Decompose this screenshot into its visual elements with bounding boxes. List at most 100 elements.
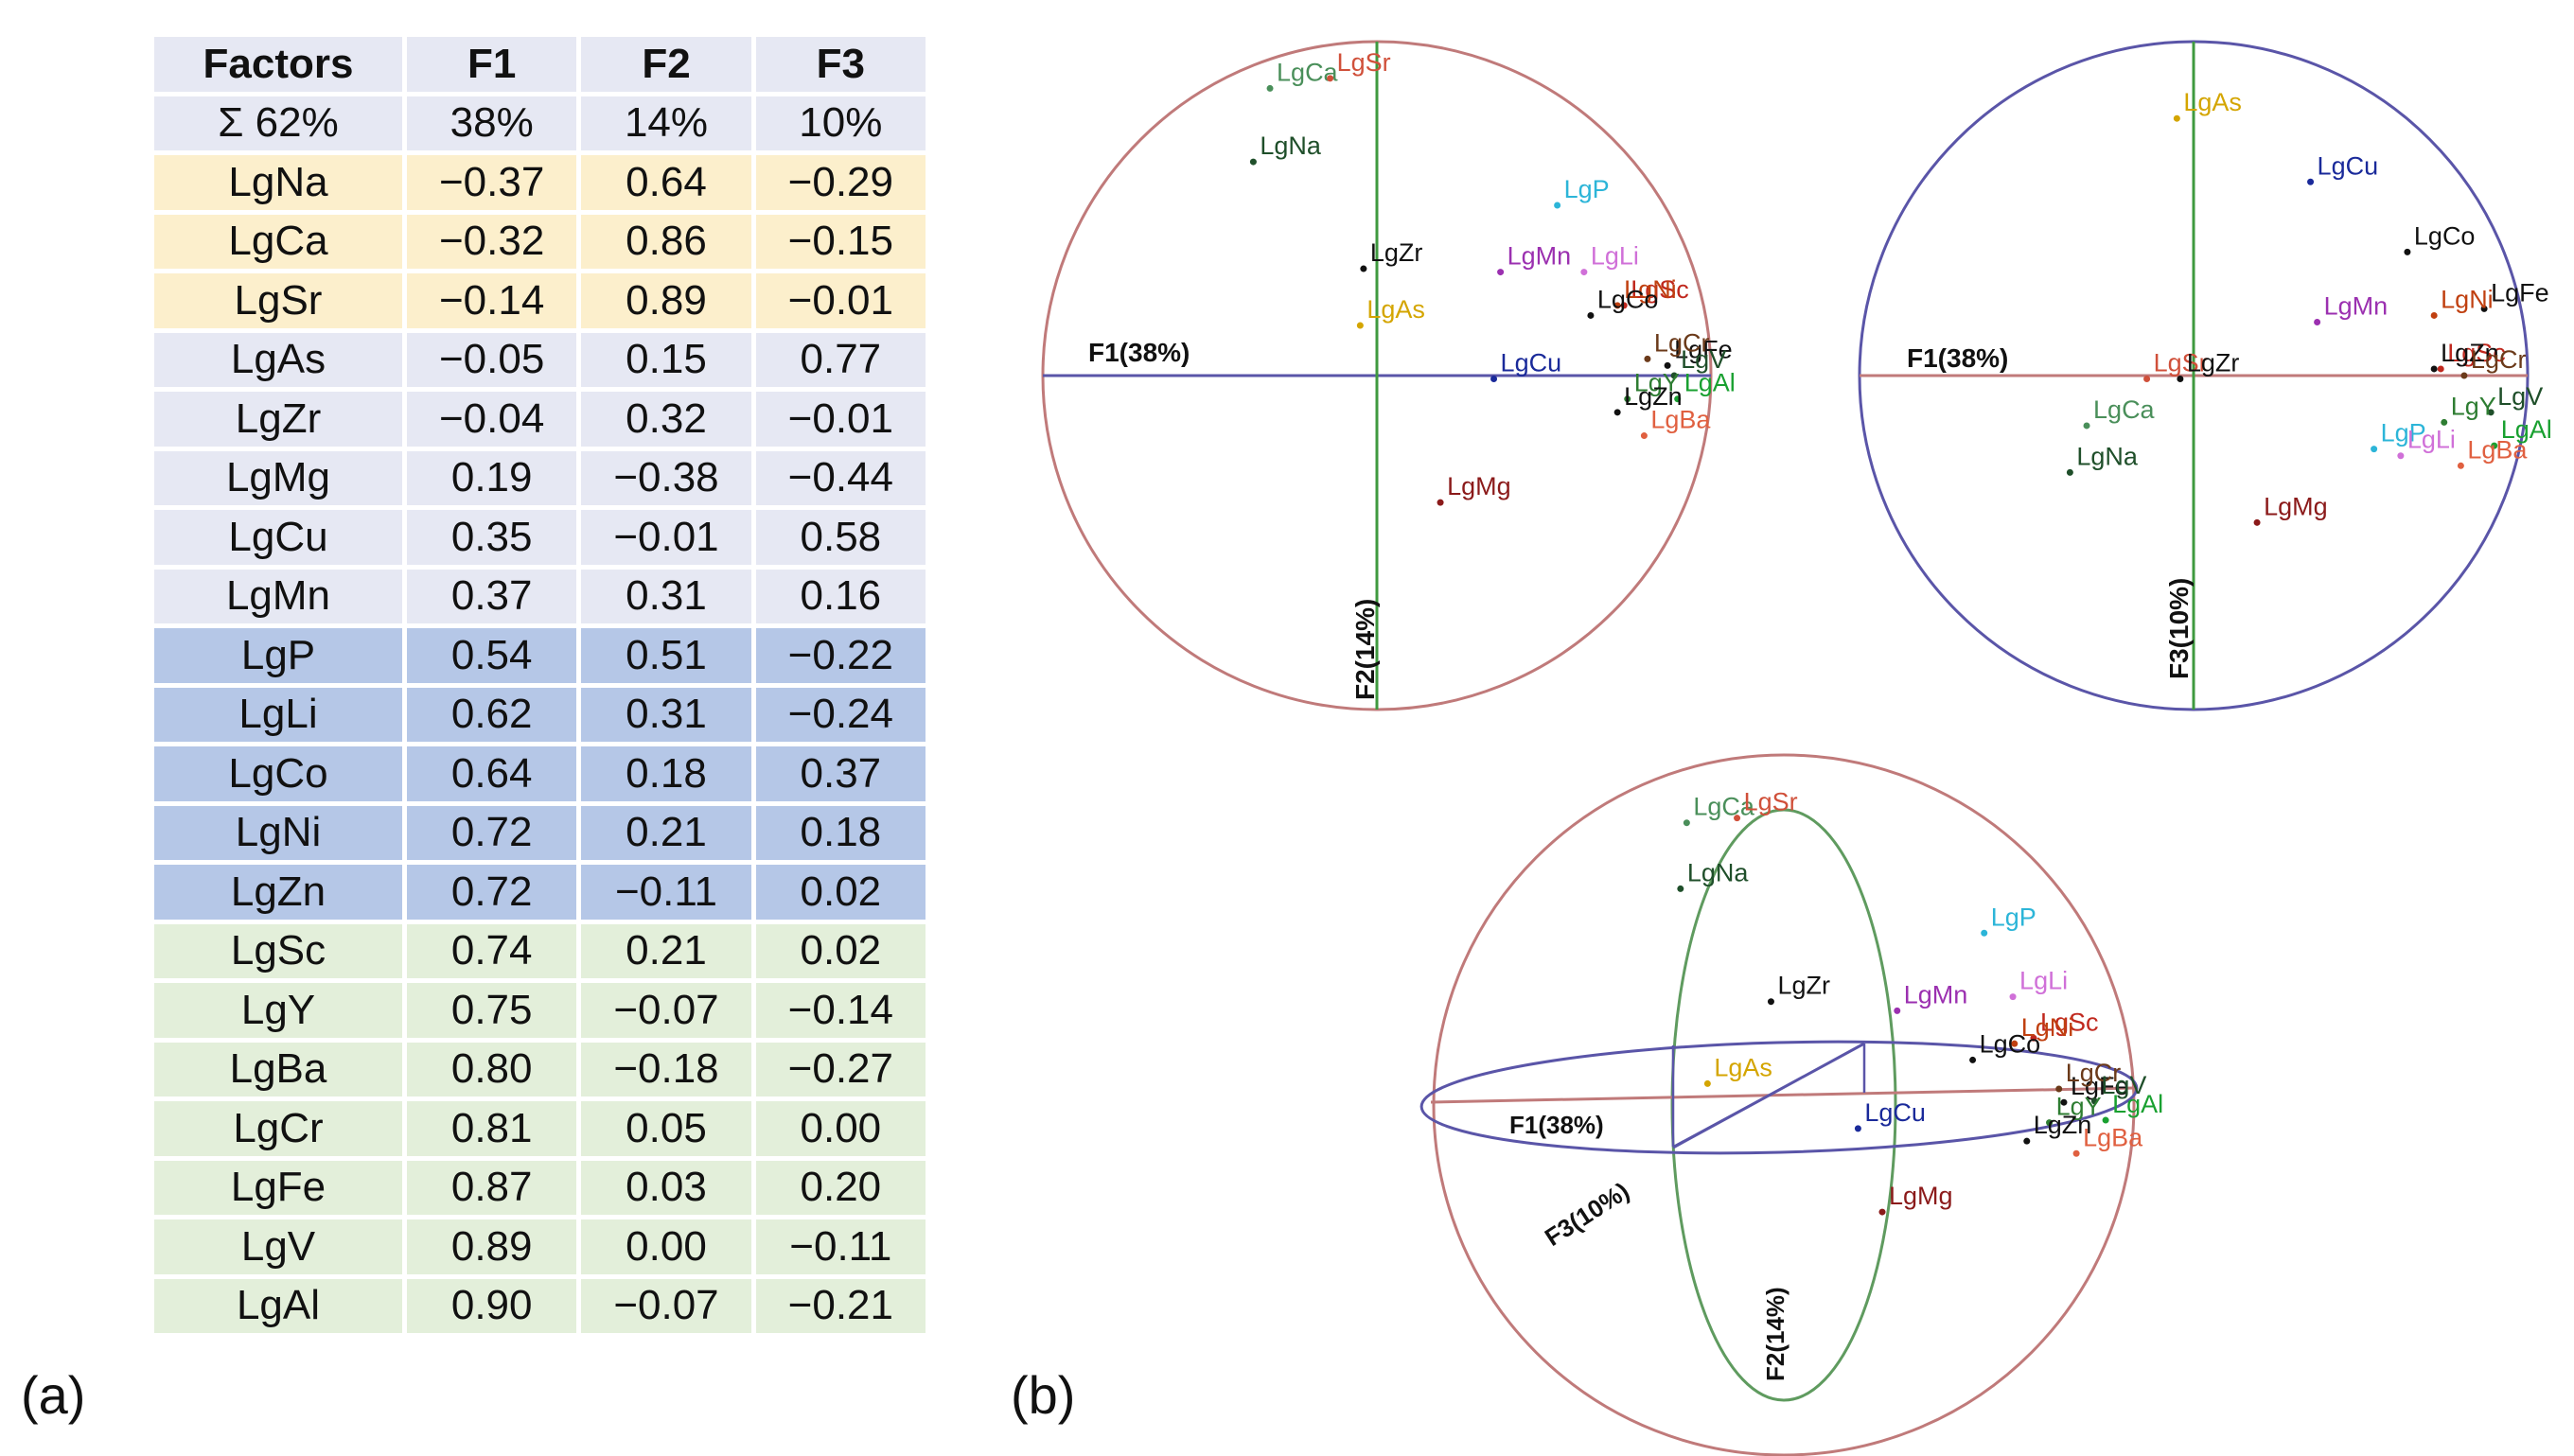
cell-f3: −0.29 xyxy=(755,155,926,210)
cell-f3: −0.01 xyxy=(755,273,926,328)
point-label-lgzr: LgZr xyxy=(1370,238,1423,267)
table-row: LgP 0.54 0.51 −0.22 xyxy=(154,628,926,683)
cell-f2: 0.15 xyxy=(581,332,751,387)
point-lgcu xyxy=(2307,178,2315,185)
point-lgfe xyxy=(2480,305,2488,312)
header-f3: F3 xyxy=(755,37,926,92)
cell-f2: 0.03 xyxy=(581,1160,751,1215)
cell-variable: LgNi xyxy=(154,805,402,860)
point-lgmg xyxy=(1437,499,1444,506)
point-lgzn xyxy=(2430,365,2438,373)
point-label-lgal: LgAl xyxy=(2112,1090,2163,1118)
point-label-lgsr: LgSr xyxy=(1337,48,1391,77)
cell-f2: −0.18 xyxy=(581,1042,751,1096)
point-label-lgni: LgNi xyxy=(2441,285,2494,313)
cell-f2: 0.32 xyxy=(581,392,751,447)
point-label-lgba: LgBa xyxy=(1650,406,1711,434)
cell-variable: LgFe xyxy=(154,1160,402,1215)
table-row: LgSc 0.74 0.21 0.02 xyxy=(154,923,926,978)
point-lgna xyxy=(1677,885,1684,892)
sphere-outline xyxy=(1432,753,2136,1456)
cell-f3: 0.20 xyxy=(755,1160,926,1215)
point-lgzr xyxy=(1360,265,1367,272)
cell-variable: LgNa xyxy=(154,155,402,210)
cell-f2: 0.31 xyxy=(581,687,751,742)
cell-f1: 0.87 xyxy=(407,1160,577,1215)
point-lgna xyxy=(1249,158,1257,166)
cell-f2: 0.89 xyxy=(581,273,751,328)
cell-f2: 0.05 xyxy=(581,1101,751,1156)
point-lgba xyxy=(1640,432,1648,440)
cell-f2: 0.64 xyxy=(581,155,751,210)
table-row: LgMn 0.37 0.31 0.16 xyxy=(154,569,926,623)
cell-f3: −0.22 xyxy=(755,628,926,683)
point-lgy xyxy=(2046,1119,2054,1127)
point-lgmg xyxy=(1878,1208,1886,1216)
cell-f1: −0.37 xyxy=(407,155,577,210)
table-row: LgNi 0.72 0.21 0.18 xyxy=(154,805,926,860)
variance-f1: 38% xyxy=(407,96,577,150)
point-label-lgcr: LgCr xyxy=(2471,345,2527,374)
point-lgli xyxy=(2009,993,2017,1001)
point-label-lgas: LgAs xyxy=(1366,295,1425,324)
point-label-lgmg: LgMg xyxy=(2264,492,2328,520)
point-lgni xyxy=(2430,311,2438,319)
point-label-lgzn: LgZn xyxy=(1624,382,1683,411)
variance-f3: 10% xyxy=(755,96,926,150)
table-row: LgMg 0.19 −0.38 −0.44 xyxy=(154,450,926,505)
cell-f3: −0.01 xyxy=(755,392,926,447)
panel-a-label: (a) xyxy=(21,1365,86,1425)
point-label-lgna: LgNa xyxy=(1687,858,1750,886)
point-label-lgna: LgNa xyxy=(2076,442,2139,470)
point-label-lgsc: LgSc xyxy=(2040,1008,2099,1036)
cell-f1: −0.05 xyxy=(407,332,577,387)
cell-f3: −0.14 xyxy=(755,983,926,1038)
cell-f1: 0.37 xyxy=(407,569,577,623)
point-label-lgmn: LgMn xyxy=(2324,292,2389,321)
table-row: LgV 0.89 0.00 −0.11 xyxy=(154,1219,926,1274)
point-label-lgp: LgP xyxy=(1564,175,1610,203)
point-label-lgli: LgLi xyxy=(2019,967,2068,995)
point-lgli xyxy=(1580,269,1588,276)
point-lgas xyxy=(1703,1079,1711,1087)
cell-variable: LgAl xyxy=(154,1278,402,1333)
table-row: LgAs −0.05 0.15 0.77 xyxy=(154,332,926,387)
point-label-lgfe: LgFe xyxy=(1674,335,1733,363)
x-axis-label: F1(38%) xyxy=(1907,343,2008,373)
point-label-lgzn: LgZn xyxy=(2034,1111,2092,1139)
cell-f1: 0.64 xyxy=(407,746,577,801)
point-label-lgp: LgP xyxy=(2381,419,2426,447)
cell-f1: 0.74 xyxy=(407,923,577,978)
f1-axis-line xyxy=(1430,1086,2135,1104)
point-label-lgcr: LgCr xyxy=(2066,1059,2122,1087)
point-label-lgni: LgNi xyxy=(2021,1013,2074,1042)
cell-variable: LgCo xyxy=(154,746,402,801)
point-label-lgzn: LgZn xyxy=(2441,339,2499,367)
point-lgzn xyxy=(2023,1137,2031,1145)
table-row: LgCo 0.64 0.18 0.37 xyxy=(154,746,926,801)
point-label-lgal: LgAl xyxy=(2501,415,2552,444)
x-axis-label: F1(38%) xyxy=(1088,338,1190,367)
cell-variable: LgBa xyxy=(154,1042,402,1096)
point-lgal xyxy=(2102,1116,2109,1124)
table-row: LgZr −0.04 0.32 −0.01 xyxy=(154,392,926,447)
f3-axis-label: F3(10%) xyxy=(1540,1177,1634,1252)
point-lgna xyxy=(2066,468,2073,476)
point-lgli xyxy=(2397,452,2405,460)
table-row: LgCr 0.81 0.05 0.00 xyxy=(154,1101,926,1156)
cell-f1: 0.80 xyxy=(407,1042,577,1096)
cell-f2: 0.21 xyxy=(581,805,751,860)
point-lgv xyxy=(1670,372,1678,379)
point-label-lgco: LgCo xyxy=(1597,285,1659,313)
cell-f1: 0.54 xyxy=(407,628,577,683)
header-f2: F2 xyxy=(581,37,751,92)
cell-f3: −0.15 xyxy=(755,214,926,269)
cell-f2: −0.01 xyxy=(581,510,751,565)
point-lgcu xyxy=(1490,376,1498,383)
point-lgp xyxy=(2371,446,2378,453)
point-lgni xyxy=(2011,1040,2019,1047)
cell-f3: 0.16 xyxy=(755,569,926,623)
cell-variable: LgAs xyxy=(154,332,402,387)
table-row: LgY 0.75 −0.07 −0.14 xyxy=(154,983,926,1038)
